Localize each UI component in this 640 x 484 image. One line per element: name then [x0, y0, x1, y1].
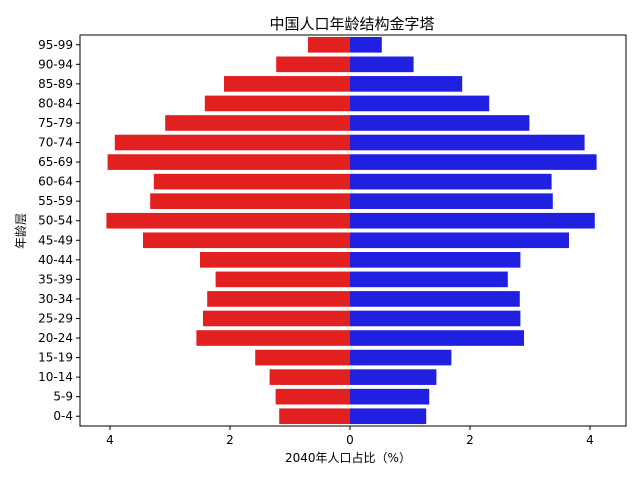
y-tick-label: 70-74 [38, 136, 73, 150]
y-tick-label: 30-34 [38, 292, 73, 306]
bar-right-75-79 [350, 115, 530, 131]
y-tick-label: 65-69 [38, 155, 73, 169]
y-ticks: 0-4 5-9 10-14 15-19 20-24 25-29 30-34 35-39 40-4… [38, 38, 80, 423]
bar-left-10-14 [269, 369, 350, 385]
bar-left-80-84 [204, 95, 350, 112]
bar-left-15-19 [255, 349, 350, 366]
bar-right-50-54 [350, 212, 595, 229]
y-tick-label: 10-14 [38, 370, 73, 384]
bar-right-70-74 [350, 134, 585, 151]
y-tick-label: 15-19 [38, 351, 73, 365]
y-tick-label: 50-54 [38, 214, 73, 228]
bar-left-65-69 [107, 154, 350, 170]
x-tick-label: 4 [106, 433, 114, 447]
bar-right-25-29 [350, 310, 521, 327]
bar-left-25-29 [203, 310, 350, 327]
bar-left-5-9 [275, 388, 350, 405]
y-tick-label: 95-99 [38, 38, 73, 52]
y-tick-label: 5-9 [53, 390, 73, 404]
chart-title: 中国人口年龄结构金字塔 [269, 15, 434, 33]
y-tick-label: 85-89 [38, 77, 73, 91]
y-tick-label: 80-84 [38, 96, 73, 110]
bar-left-85-89 [224, 76, 350, 92]
x-tick-label: 0 [346, 433, 354, 447]
y-tick-label: 45-49 [38, 233, 73, 247]
bar-left-95-99 [308, 36, 350, 53]
bar-right-90-94 [350, 56, 414, 73]
bar-right-95-99 [350, 36, 382, 53]
x-axis-label: 2040年人口占比（%） [285, 450, 411, 465]
bar-right-30-34 [350, 291, 520, 307]
y-tick-label: 60-64 [38, 175, 73, 189]
plot-frame [79, 34, 627, 427]
bar-right-65-69 [350, 154, 597, 170]
bar-left-55-59 [150, 193, 350, 209]
bar-left-0-4 [279, 408, 350, 425]
y-tick-label: 90-94 [38, 57, 73, 71]
bar-right-45-49 [350, 232, 569, 249]
bar-left-75-79 [165, 115, 350, 131]
y-tick-label: 25-29 [38, 311, 73, 325]
bar-right-40-44 [350, 252, 521, 268]
bar-right-15-19 [350, 349, 452, 366]
bar-left-90-94 [276, 56, 350, 73]
bar-left-50-54 [106, 212, 351, 229]
bar-right-20-24 [350, 330, 524, 346]
bar-right-55-59 [350, 193, 553, 209]
bar-left-40-44 [200, 252, 350, 268]
bar-left-35-39 [215, 271, 350, 288]
x-tick-label: 2 [226, 433, 234, 447]
y-axis-label: 年龄层 [14, 213, 28, 249]
bar-left-30-34 [207, 291, 350, 307]
bar-right-60-64 [350, 173, 552, 190]
x-tick-label: 4 [586, 433, 594, 447]
bar-left-60-64 [153, 173, 350, 190]
bar-right-80-84 [350, 95, 490, 112]
bar-left-70-74 [114, 134, 350, 151]
bar-right-5-9 [350, 388, 430, 405]
bars-layer [106, 36, 597, 425]
y-tick-label: 40-44 [38, 253, 73, 267]
y-tick-label: 0-4 [53, 409, 73, 423]
y-tick-label: 20-24 [38, 331, 73, 345]
bar-left-20-24 [196, 330, 350, 346]
bar-left-45-49 [143, 232, 350, 249]
x-tick-label: 2 [466, 433, 474, 447]
y-tick-label: 35-39 [38, 272, 73, 286]
y-tick-label: 75-79 [38, 116, 73, 130]
bar-right-0-4 [350, 408, 427, 425]
bar-right-35-39 [350, 271, 508, 288]
y-tick-label: 55-59 [38, 194, 73, 208]
bar-right-10-14 [350, 369, 437, 385]
x-ticks: 4 2 0 2 4 [106, 426, 594, 447]
bar-right-85-89 [350, 76, 463, 92]
